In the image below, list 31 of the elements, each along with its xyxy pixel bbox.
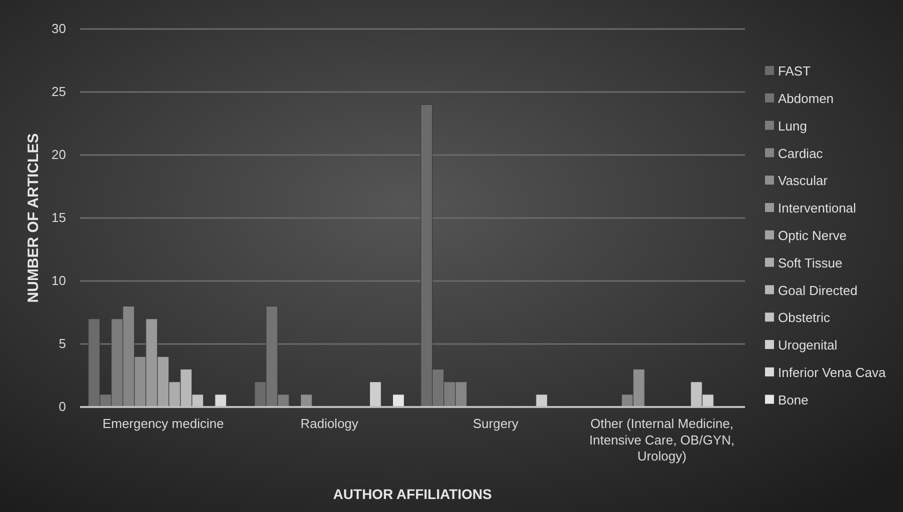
- legend-label: FAST: [778, 64, 811, 79]
- legend-label: Urogenital: [778, 338, 838, 353]
- bar: [300, 394, 312, 408]
- legend-label: Soft Tissue: [778, 255, 842, 270]
- legend-label: Goal Directed: [778, 282, 858, 298]
- bar: [392, 394, 404, 408]
- bar: [369, 382, 382, 408]
- y-tick-label: 20: [52, 147, 66, 162]
- y-tick-label: 0: [58, 399, 66, 414]
- x-axis-title: AUTHOR AFFILIATIONS: [333, 486, 492, 502]
- legend-label: Lung: [778, 118, 807, 134]
- bar: [536, 394, 548, 408]
- y-axis-title: NUMBER OF ARTICLES: [25, 133, 42, 303]
- x-tick-label: Radiology: [300, 416, 359, 432]
- x-tick-label: Surgery: [472, 416, 519, 432]
- y-tick-label: 5: [58, 336, 66, 352]
- x-tick-label: Emergency medicine: [102, 416, 224, 432]
- legend-label: Abdomen: [778, 90, 834, 106]
- legend-label: Interventional: [778, 200, 856, 216]
- y-tick-label: 15: [52, 210, 66, 226]
- legend-label: Optic Nerve: [778, 228, 847, 243]
- legend-label: Vascular: [778, 173, 828, 188]
- y-tick-label: 25: [52, 84, 66, 100]
- legend-label: Bone: [778, 392, 808, 408]
- y-tick-label: 10: [52, 273, 66, 288]
- x-tick-label: Other (Internal Medicine, Intensive Care, OB/GYN, Urology): [589, 416, 734, 464]
- legend-label: Cardiac: [778, 146, 824, 161]
- y-tick-label: 30: [52, 21, 66, 36]
- legend-label: Obstetric: [778, 310, 831, 326]
- legend-label: Inferior Vena Cava: [778, 364, 886, 380]
- bar: [214, 394, 227, 408]
